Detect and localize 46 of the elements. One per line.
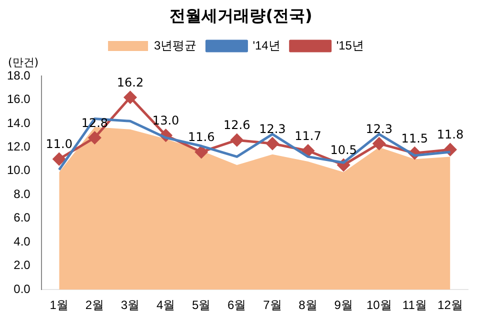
y-tick-label: 6.0 — [14, 210, 31, 225]
data-label: 11.5 — [401, 131, 428, 146]
y-tick-label: 14.0 — [6, 116, 31, 130]
data-label: 10.5 — [330, 143, 357, 158]
x-tick-label: 12월 — [438, 298, 463, 312]
point — [195, 146, 208, 158]
y-tick-label: 8.0 — [14, 186, 31, 201]
data-label: 11.8 — [436, 128, 464, 142]
point — [372, 137, 386, 150]
y-tick-label: 4.0 — [14, 234, 31, 248]
data-label: 11.7 — [294, 128, 322, 143]
y-tick-label: 12.0 — [6, 140, 31, 154]
y-tick-label: 0.0 — [14, 282, 31, 296]
y-tick-label: 10.0 — [6, 163, 31, 178]
y-tick-label: 2.0 — [14, 258, 31, 272]
data-label: 12.6 — [224, 118, 250, 132]
point — [124, 91, 136, 104]
y-tick-label: 16.0 — [6, 92, 31, 106]
y-tick-label: 18.0 — [6, 68, 31, 82]
data-label: 11.0 — [46, 137, 72, 152]
point — [88, 131, 101, 144]
y-axis-title: (만건) — [8, 55, 39, 70]
chart-title: 전월세거래량(전국) — [168, 6, 314, 27]
x-tick-label: 6월 — [228, 298, 246, 312]
data-label: 16.2 — [116, 75, 144, 90]
x-tick-label: 1월 — [50, 298, 68, 312]
data-label: 11.6 — [188, 130, 215, 144]
data-label: 13.0 — [152, 113, 180, 128]
x-tick-label: 3월 — [120, 298, 140, 312]
x-tick-label: 4월 — [156, 298, 176, 312]
point — [230, 134, 244, 146]
data-label: 12.3 — [259, 122, 286, 136]
x-tick-label: 8월 — [298, 298, 318, 312]
data-label: 12.3 — [366, 122, 392, 136]
point — [302, 144, 314, 158]
legend-label: '14년 — [252, 38, 280, 52]
x-tick-label: 7월 — [263, 298, 282, 312]
x-tick-label: 10월 — [366, 298, 392, 312]
x-tick-label: 2월 — [85, 298, 104, 312]
legend-label: 3년평균 — [154, 38, 197, 52]
legend-label: '15년 — [336, 38, 364, 52]
point — [52, 152, 66, 166]
x-tick-label: 9월 — [334, 298, 353, 312]
x-tick-label: 5월 — [192, 298, 211, 312]
x-tick-label: 11월 — [402, 298, 427, 312]
point — [266, 137, 279, 150]
